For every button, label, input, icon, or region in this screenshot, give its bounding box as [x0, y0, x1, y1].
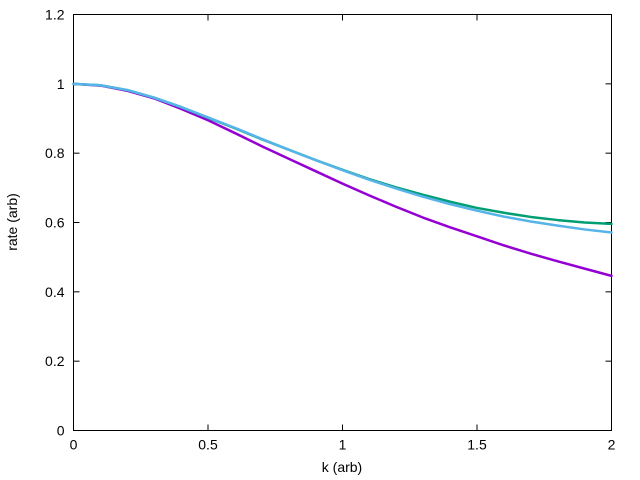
- y-tick-label: 0: [57, 423, 65, 439]
- x-tick-label: 1.5: [467, 437, 487, 453]
- y-tick-label: 0.6: [45, 215, 65, 231]
- y-tick-label: 1.2: [45, 7, 65, 23]
- y-tick-label: 0.2: [45, 353, 65, 369]
- series-line-2: [72, 82, 613, 226]
- y-tick-label: 0.8: [45, 145, 65, 161]
- y-tick-label: 1: [57, 76, 65, 92]
- x-tick-label: 1: [339, 437, 347, 453]
- y-tick-label: 0.4: [45, 284, 65, 300]
- series-line-1: [72, 82, 613, 278]
- y-axis-label: rate (arb): [4, 193, 20, 251]
- x-axis-label: k (arb): [322, 459, 362, 475]
- series-layer: [72, 82, 613, 278]
- y-axis-ticks: 0 0.2 0.4 0.6 0.8 1 1.2: [45, 7, 612, 439]
- x-axis-ticks: 0 0.5 1 1.5 2: [70, 14, 616, 453]
- series-line-3: [72, 82, 613, 234]
- x-tick-label: 0: [70, 437, 78, 453]
- x-tick-label: 2: [608, 437, 616, 453]
- x-tick-label: 0.5: [198, 437, 218, 453]
